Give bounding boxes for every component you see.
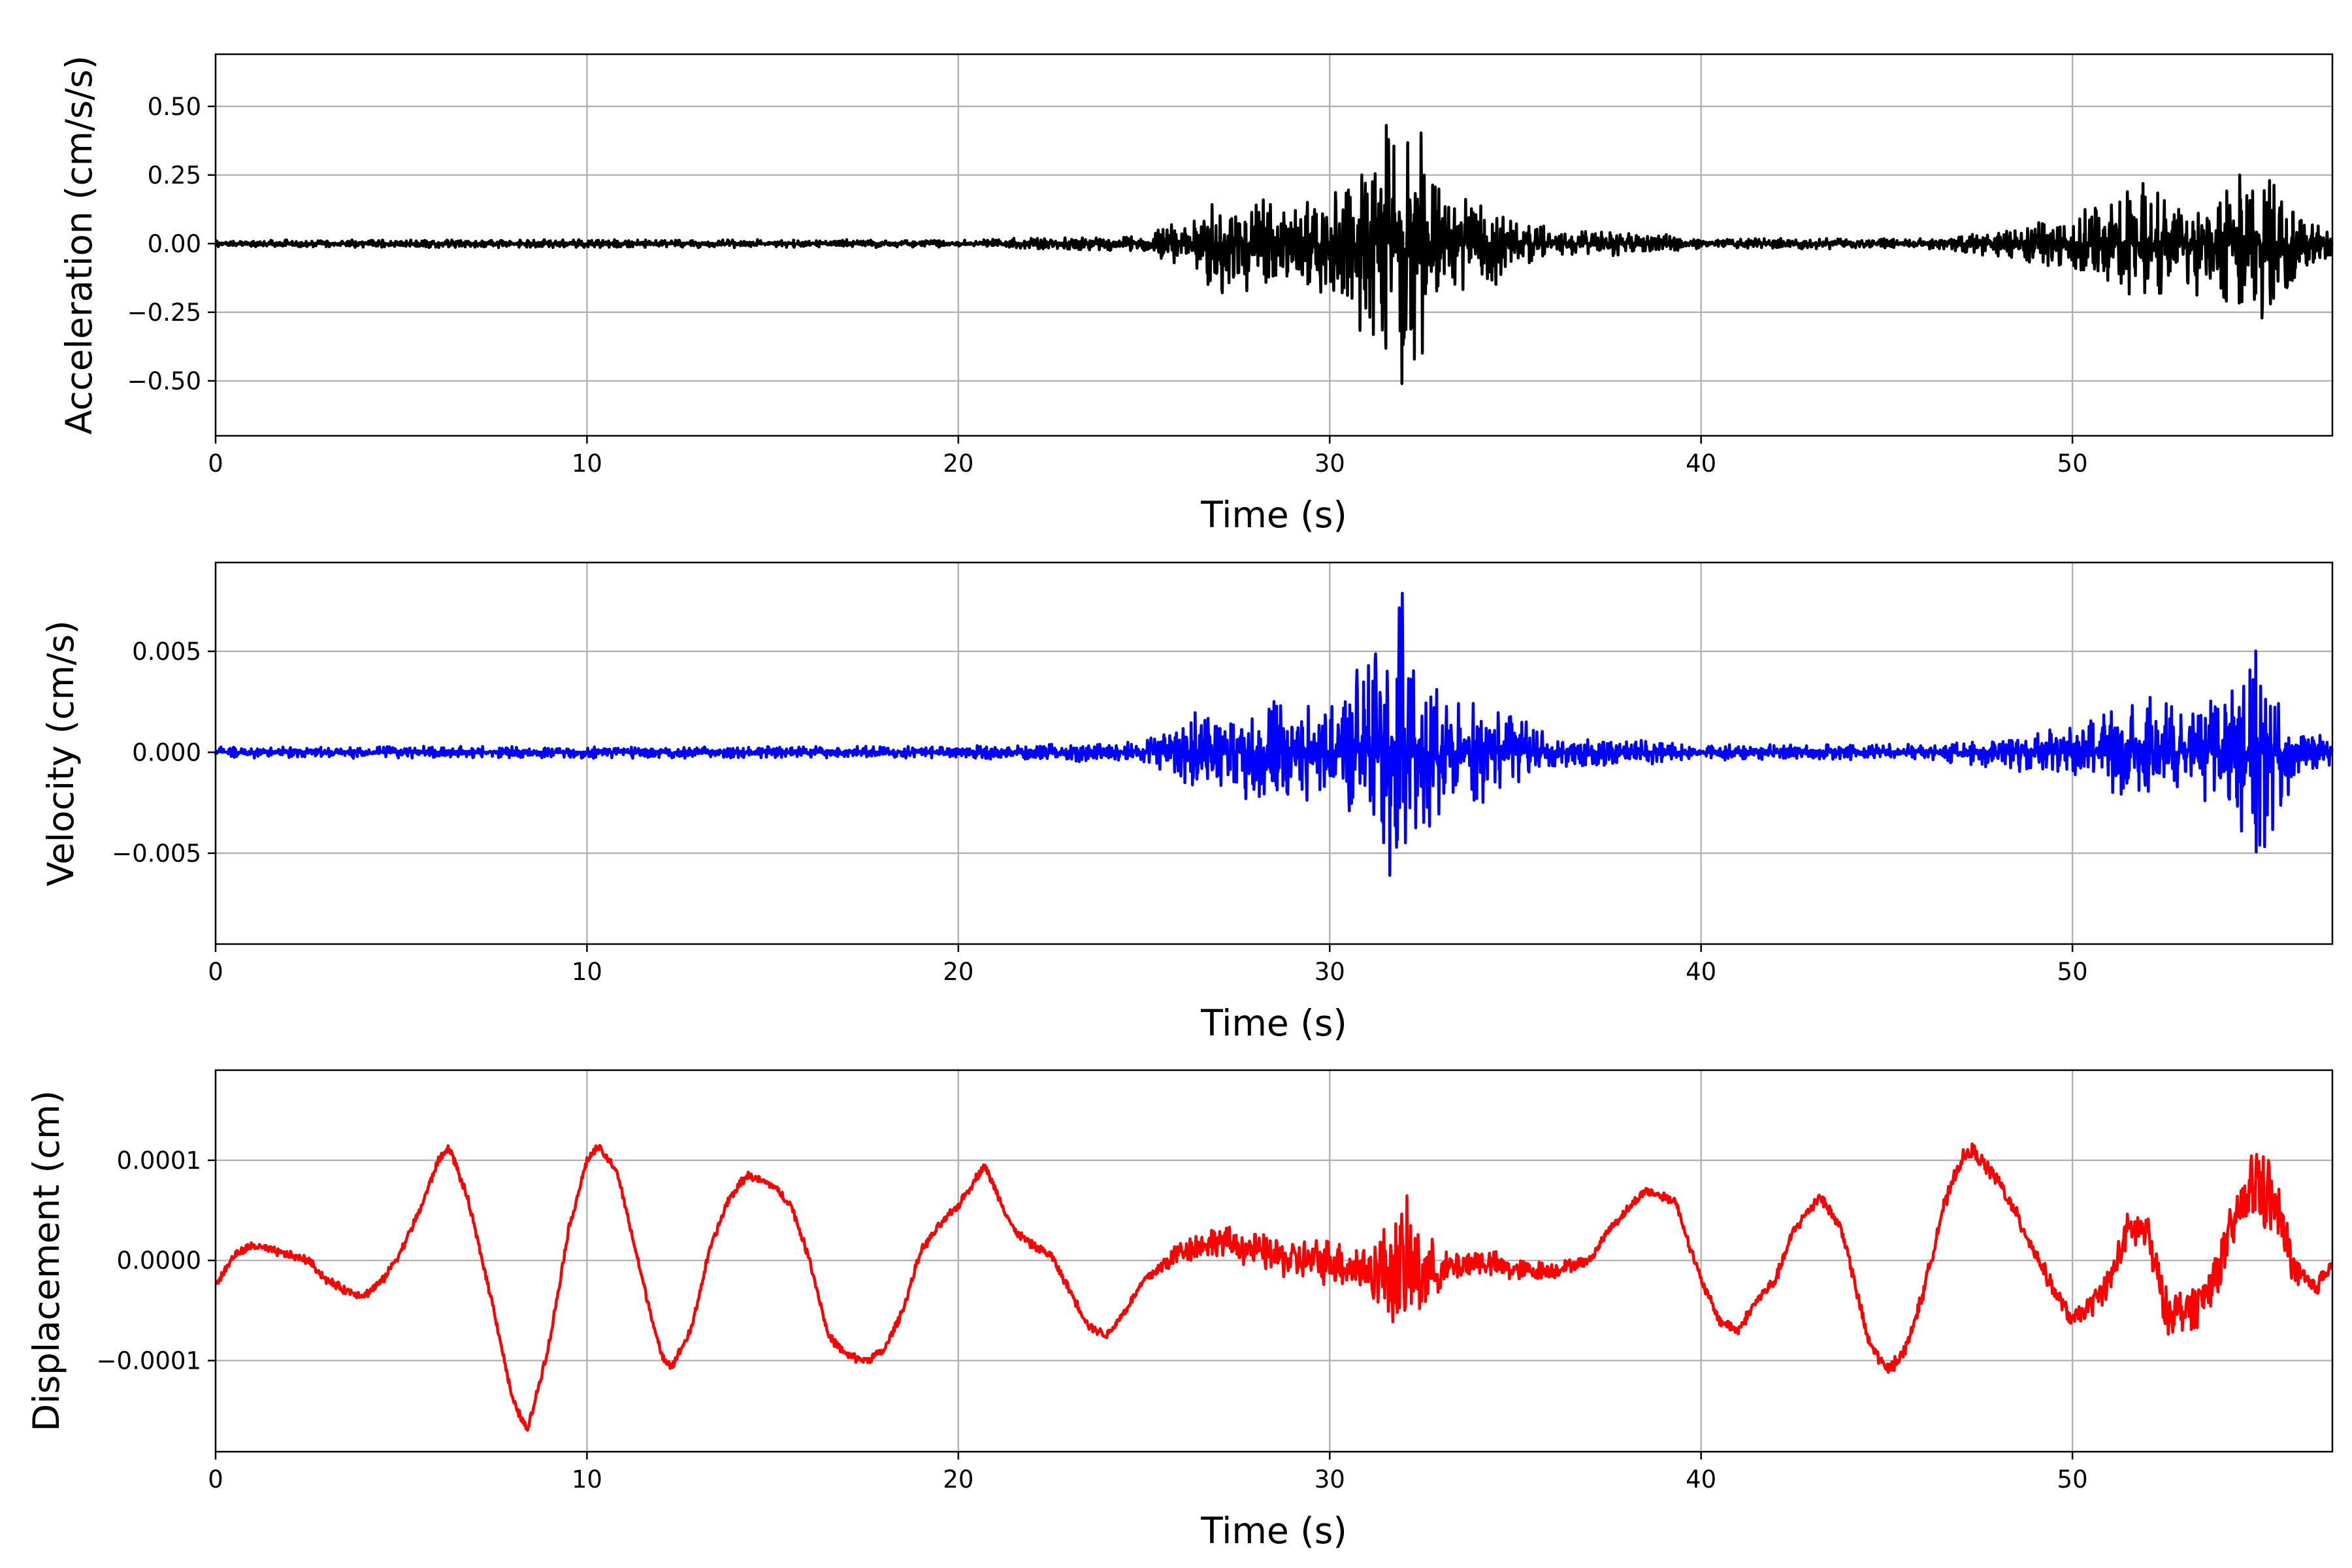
y-tick-label: −0.005 — [112, 840, 201, 868]
x-tick-label: 20 — [943, 449, 973, 478]
y-axis-label: Acceleration (cm/s/s) — [58, 56, 100, 434]
axes-frame — [214, 53, 2334, 437]
x-tick-label: 30 — [1315, 958, 1345, 986]
panel-2: 0 10 20 30 40 50 −0.0001 0.0000 0.0001 Time (s) Di… — [25, 1069, 2334, 1552]
y-axis-label: Displacement (cm) — [25, 1090, 67, 1431]
y-tick-label: 0.005 — [132, 638, 201, 666]
x-axis-label: Time (s) — [1200, 1002, 1347, 1044]
x-tick-label: 40 — [1686, 1465, 1716, 1494]
y-tick-label: −0.25 — [127, 299, 201, 327]
x-tick-label: 50 — [2057, 449, 2088, 478]
velocity-line — [214, 591, 2334, 877]
x-tick-label: 10 — [572, 1465, 602, 1494]
x-tick-label: 30 — [1315, 449, 1345, 478]
x-tick-label: 0 — [208, 449, 223, 478]
y-tick-label: 0.50 — [148, 93, 201, 121]
x-tick-label: 0 — [208, 958, 223, 986]
y-tick-label: 0.00 — [148, 230, 201, 258]
x-tick-label: 20 — [943, 958, 973, 986]
x-tick-label: 50 — [2057, 1465, 2088, 1494]
acceleration-line — [214, 123, 2334, 385]
y-tick-label: −0.0001 — [97, 1347, 201, 1375]
panel-1: 0 10 20 30 40 50 −0.005 0.000 0.005 Time (s) Veloc… — [40, 561, 2334, 1044]
axes-frame — [214, 561, 2334, 945]
y-tick-label: −0.50 — [127, 367, 201, 395]
x-tick-label: 50 — [2057, 958, 2088, 986]
x-tick-label: 30 — [1315, 1465, 1345, 1494]
x-tick-label: 10 — [572, 958, 602, 986]
x-axis-label: Time (s) — [1200, 494, 1347, 536]
displacement-line — [214, 1142, 2332, 1432]
x-tick-label: 40 — [1686, 449, 1716, 478]
x-tick-label: 40 — [1686, 958, 1716, 986]
x-axis-label: Time (s) — [1200, 1510, 1347, 1552]
y-axis-label: Velocity (cm/s) — [40, 620, 82, 886]
y-tick-label: 0.25 — [148, 161, 201, 189]
x-tick-label: 10 — [572, 449, 602, 478]
axes-frame — [214, 1069, 2334, 1453]
panel-0: 0 10 20 30 40 50 −0.50 −0.25 0.00 0.25 0.50 Time (s… — [58, 53, 2334, 536]
y-tick-label: 0.000 — [132, 738, 201, 766]
x-tick-label: 20 — [943, 1465, 973, 1494]
y-tick-label: 0.0001 — [117, 1147, 201, 1175]
x-tick-label: 0 — [208, 1465, 223, 1494]
y-tick-label: 0.0000 — [117, 1247, 201, 1275]
